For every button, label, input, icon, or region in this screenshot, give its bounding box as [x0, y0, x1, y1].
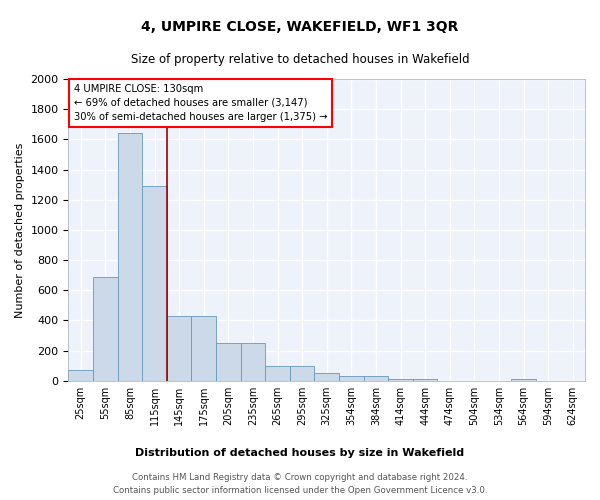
- Bar: [216, 343, 241, 381]
- Bar: [118, 134, 142, 381]
- Bar: [191, 316, 216, 381]
- Text: Size of property relative to detached houses in Wakefield: Size of property relative to detached ho…: [131, 52, 469, 66]
- Y-axis label: Number of detached properties: Number of detached properties: [15, 142, 25, 318]
- Bar: [413, 378, 437, 381]
- Text: 4, UMPIRE CLOSE, WAKEFIELD, WF1 3QR: 4, UMPIRE CLOSE, WAKEFIELD, WF1 3QR: [142, 20, 458, 34]
- Bar: [290, 366, 314, 381]
- Bar: [68, 370, 93, 381]
- Bar: [142, 186, 167, 381]
- Bar: [388, 378, 413, 381]
- Bar: [241, 343, 265, 381]
- Bar: [167, 316, 191, 381]
- Bar: [511, 378, 536, 381]
- Text: 4 UMPIRE CLOSE: 130sqm
← 69% of detached houses are smaller (3,147)
30% of semi-: 4 UMPIRE CLOSE: 130sqm ← 69% of detached…: [74, 84, 327, 122]
- Bar: [93, 276, 118, 381]
- Text: Contains HM Land Registry data © Crown copyright and database right 2024.
Contai: Contains HM Land Registry data © Crown c…: [113, 474, 487, 495]
- Text: Distribution of detached houses by size in Wakefield: Distribution of detached houses by size …: [136, 448, 464, 458]
- Bar: [364, 376, 388, 381]
- Bar: [314, 373, 339, 381]
- Bar: [265, 366, 290, 381]
- Bar: [339, 376, 364, 381]
